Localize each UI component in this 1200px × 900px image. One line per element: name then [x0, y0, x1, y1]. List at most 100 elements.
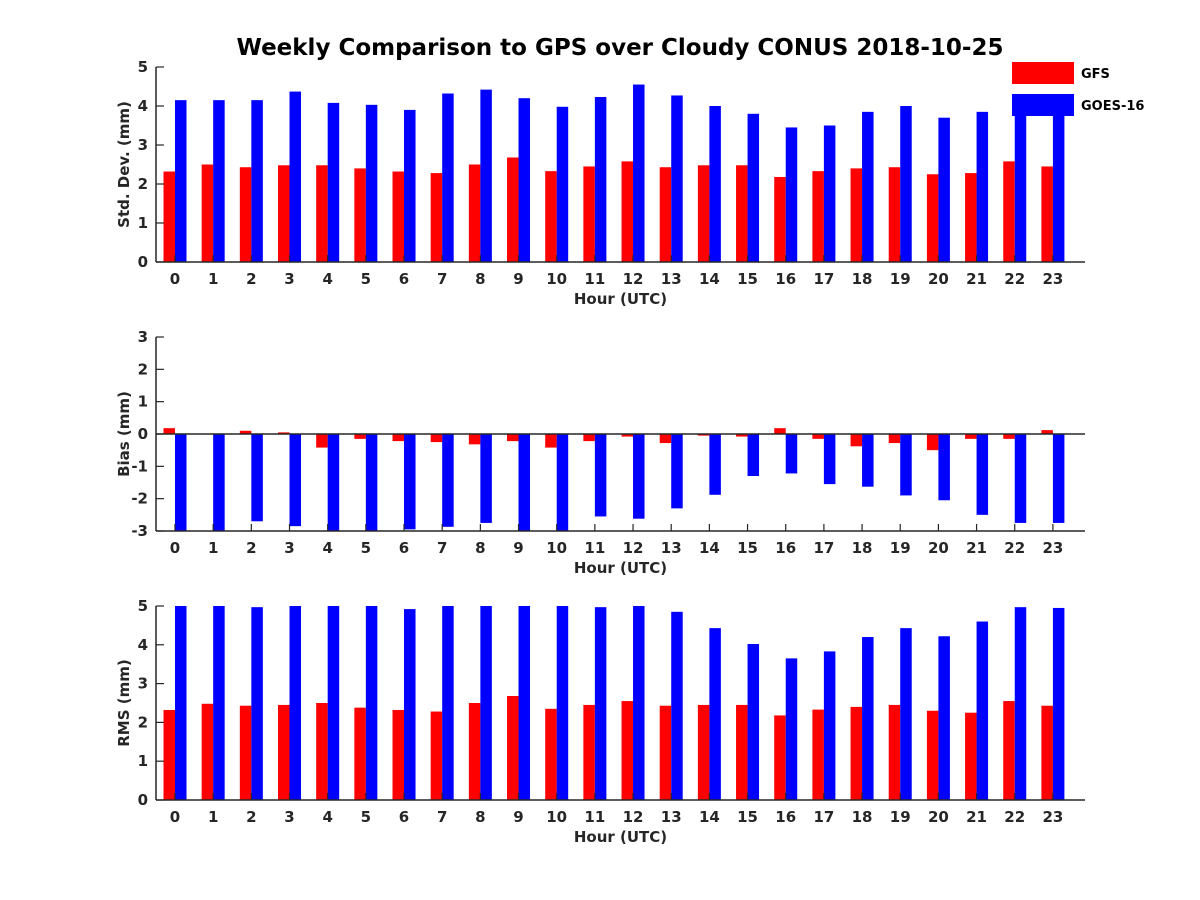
bar-goes-16-hour-3 [289, 434, 302, 527]
bar-goes-16-hour-4 [327, 102, 340, 262]
x-tick-label: 1 [208, 808, 218, 826]
bar-goes-16-hour-5 [365, 606, 378, 800]
bar-gfs-hour-20 [926, 174, 939, 262]
x-tick-label: 6 [399, 270, 409, 288]
y-tick-label: 0 [138, 253, 148, 271]
x-tick-label: 18 [852, 539, 873, 557]
legend-label: GFS [1081, 67, 1110, 82]
bar-gfs-hour-3 [278, 432, 290, 434]
bar-goes-16-hour-15 [747, 434, 760, 477]
x-tick-label: 9 [513, 270, 523, 288]
x-tick-label: 2 [246, 270, 256, 288]
x-tick-label: 7 [437, 539, 447, 557]
bar-gfs-hour-14 [697, 434, 710, 436]
x-tick-label: 4 [322, 270, 332, 288]
bar-gfs-hour-12 [621, 161, 634, 262]
bar-gfs-hour-11 [583, 434, 595, 442]
bar-goes-16-hour-7 [442, 93, 454, 263]
bar-gfs-hour-13 [659, 167, 672, 262]
x-tick-label: 5 [361, 270, 371, 288]
bar-goes-16-hour-15 [747, 644, 760, 800]
x-tick-label: 16 [775, 270, 796, 288]
x-tick-label: 18 [852, 270, 873, 288]
bar-gfs-hour-17 [812, 709, 824, 800]
bar-goes-16-hour-13 [671, 611, 683, 800]
bar-goes-16-hour-5 [365, 104, 378, 262]
x-tick-label: 11 [584, 539, 605, 557]
x-tick-label: 10 [546, 539, 567, 557]
bar-goes-16-hour-20 [938, 434, 950, 501]
bar-gfs-hour-6 [392, 434, 405, 442]
bar-goes-16-hour-23 [1052, 607, 1065, 800]
bar-gfs-hour-4 [316, 434, 328, 448]
bar-goes-16-hour-23 [1052, 434, 1065, 523]
x-tick-label: 3 [284, 270, 294, 288]
bar-goes-16-hour-9 [518, 434, 531, 531]
bar-gfs-hour-22 [1003, 701, 1015, 800]
x-tick-label: 16 [775, 539, 796, 557]
x-tick-label: 8 [475, 270, 485, 288]
bar-goes-16-hour-10 [556, 606, 569, 800]
x-axis-label: Hour (UTC) [574, 290, 667, 308]
bar-goes-16-hour-3 [289, 606, 302, 800]
y-tick-label: 3 [138, 675, 148, 693]
bar-gfs-hour-5 [354, 434, 366, 439]
bars-group [163, 84, 1065, 263]
bar-gfs-hour-4 [316, 703, 328, 800]
x-axis-label: Hour (UTC) [574, 559, 667, 577]
x-tick-label: 7 [437, 808, 447, 826]
x-tick-label: 21 [966, 808, 987, 826]
bar-goes-16-hour-7 [442, 434, 454, 527]
bar-goes-16-hour-22 [1014, 100, 1027, 263]
bar-gfs-hour-15 [736, 165, 748, 262]
bar-goes-16-hour-9 [518, 606, 531, 800]
y-axis-label: RMS (mm) [115, 659, 133, 746]
y-tick-label: 4 [138, 636, 148, 654]
bar-goes-16-hour-12 [633, 84, 645, 262]
bar-goes-16-hour-18 [862, 434, 874, 487]
bar-gfs-hour-13 [659, 705, 672, 800]
y-tick-label: -1 [131, 457, 148, 475]
x-tick-label: 20 [928, 270, 949, 288]
bar-gfs-hour-21 [965, 173, 977, 262]
bar-gfs-hour-16 [774, 176, 786, 262]
x-tick-label: 13 [661, 539, 682, 557]
bar-goes-16-hour-21 [976, 111, 989, 262]
x-tick-label: 21 [966, 539, 987, 557]
bar-goes-16-hour-2 [251, 607, 263, 800]
x-tick-label: 9 [513, 539, 523, 557]
x-tick-label: 2 [246, 808, 256, 826]
bar-goes-16-hour-8 [480, 606, 492, 800]
bar-goes-16-hour-10 [556, 434, 569, 531]
bar-goes-16-hour-15 [747, 113, 760, 262]
x-tick-label: 2 [246, 539, 256, 557]
bar-gfs-hour-1 [201, 164, 214, 262]
bar-goes-16-hour-11 [594, 607, 607, 800]
x-axis-label: Hour (UTC) [574, 828, 667, 846]
bar-gfs-hour-19 [888, 704, 901, 800]
x-tick-label: 23 [1042, 808, 1063, 826]
bar-gfs-hour-16 [774, 428, 786, 434]
x-tick-label: 22 [1004, 270, 1025, 288]
y-tick-label: 4 [138, 97, 148, 115]
bar-goes-16-hour-22 [1014, 434, 1027, 523]
y-tick-label: 0 [138, 791, 148, 809]
bar-goes-16-hour-2 [251, 100, 263, 263]
bar-gfs-hour-13 [659, 434, 672, 444]
bar-gfs-hour-23 [1041, 430, 1053, 434]
bar-goes-16-hour-0 [175, 434, 187, 531]
y-tick-label: -2 [131, 490, 148, 508]
bar-goes-16-hour-2 [251, 434, 263, 522]
x-tick-label: 3 [284, 808, 294, 826]
bar-gfs-hour-16 [774, 715, 786, 800]
bar-goes-16-hour-17 [823, 434, 836, 485]
x-tick-label: 12 [623, 270, 644, 288]
x-tick-label: 17 [813, 539, 834, 557]
bar-gfs-hour-8 [468, 703, 481, 800]
chart-legend: GFS GOES-16 [1012, 62, 1144, 116]
x-tick-label: 19 [890, 270, 911, 288]
bar-goes-16-hour-1 [213, 100, 225, 263]
